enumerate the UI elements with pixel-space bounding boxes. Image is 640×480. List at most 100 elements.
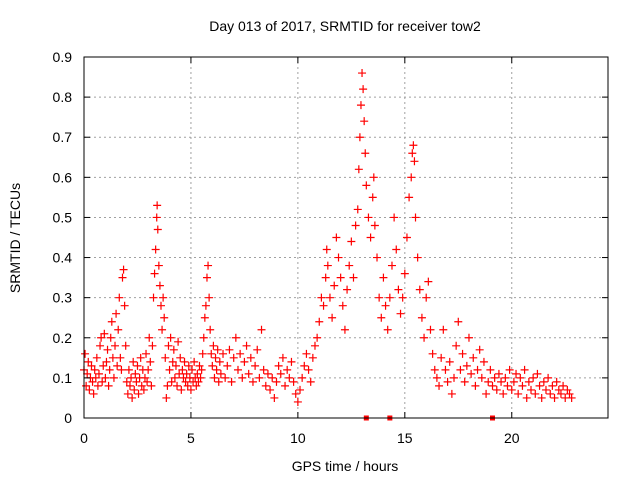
data-point [152,213,161,222]
data-point [302,349,311,358]
data-point [227,377,236,386]
data-point [516,373,525,382]
data-point [332,233,341,242]
data-point [364,213,373,222]
data-point [94,369,103,378]
data-point [383,325,392,334]
data-point [276,369,285,378]
data-point [529,373,538,382]
data-point [370,221,379,230]
data-point [439,325,448,334]
data-point [462,361,471,370]
data-point [83,369,92,378]
data-point [118,273,127,282]
data-point [168,357,177,366]
data-point [242,341,251,350]
data-point [236,349,245,358]
data-point [417,313,426,322]
y-tick-label: 0.8 [53,89,73,105]
data-point [263,369,272,378]
y-tick-label: 0.2 [53,330,73,346]
data-point [171,361,180,370]
y-tick-label: 0.9 [53,49,73,65]
data-point [111,341,120,350]
data-point [255,373,264,382]
data-point [127,373,136,382]
data-point [360,117,369,126]
data-point [471,381,480,390]
data-point [121,341,130,350]
data-point [509,377,518,386]
data-point [531,389,540,398]
data-point [362,181,371,190]
data-point [104,381,113,390]
data-point [93,381,102,390]
data-point [300,361,309,370]
data-point [178,365,187,374]
data-point [204,261,213,270]
data-point [274,361,283,370]
data-point [81,349,90,358]
data-point [550,393,559,402]
data-point [188,365,197,374]
data-point [353,205,362,214]
x-tick-label: 20 [504,430,520,446]
data-point [192,381,201,390]
data-point [216,369,225,378]
data-point [162,393,171,402]
data-point [149,293,158,302]
data-point [565,389,574,398]
data-point [546,389,555,398]
data-point [278,353,287,362]
data-point [97,333,106,342]
data-point [117,365,126,374]
data-point [488,381,497,390]
y-tick-label: 0.6 [53,169,73,185]
data-point [90,365,99,374]
data-point [503,381,512,390]
data-point [281,381,290,390]
data-point [113,361,122,370]
y-axis-label: SRMTID / TECUs [7,183,23,293]
data-point [199,333,208,342]
data-point [520,365,529,374]
data-point [394,285,403,294]
data-point [147,381,156,390]
data-point [308,353,317,362]
data-point [330,281,339,290]
data-point [499,389,508,398]
data-point [377,313,386,322]
data-point [213,345,222,354]
data-point [205,293,214,302]
data-point [494,369,503,378]
data-point [140,373,149,382]
data-point [398,293,407,302]
data-point [82,381,91,390]
data-point [430,365,439,374]
data-point [92,353,101,362]
data-point [207,349,216,358]
data-point [165,365,174,374]
data-point [175,369,184,378]
data-point [158,325,167,334]
data-point [180,357,189,366]
data-point [164,341,173,350]
data-point [196,373,205,382]
data-point [315,317,324,326]
tick-marks [83,56,608,419]
data-point [156,301,165,310]
data-point [420,333,429,342]
data-point [464,333,473,342]
data-point [91,373,100,382]
data-point [215,357,224,366]
data-point [129,357,138,366]
data-point [159,293,168,302]
data-point [153,201,162,210]
data-point [396,309,405,318]
x-tick-label: 15 [397,430,413,446]
data-point [490,373,499,382]
data-point [198,349,207,358]
data-point [133,361,142,370]
y-tick-label: 0.3 [53,290,73,306]
